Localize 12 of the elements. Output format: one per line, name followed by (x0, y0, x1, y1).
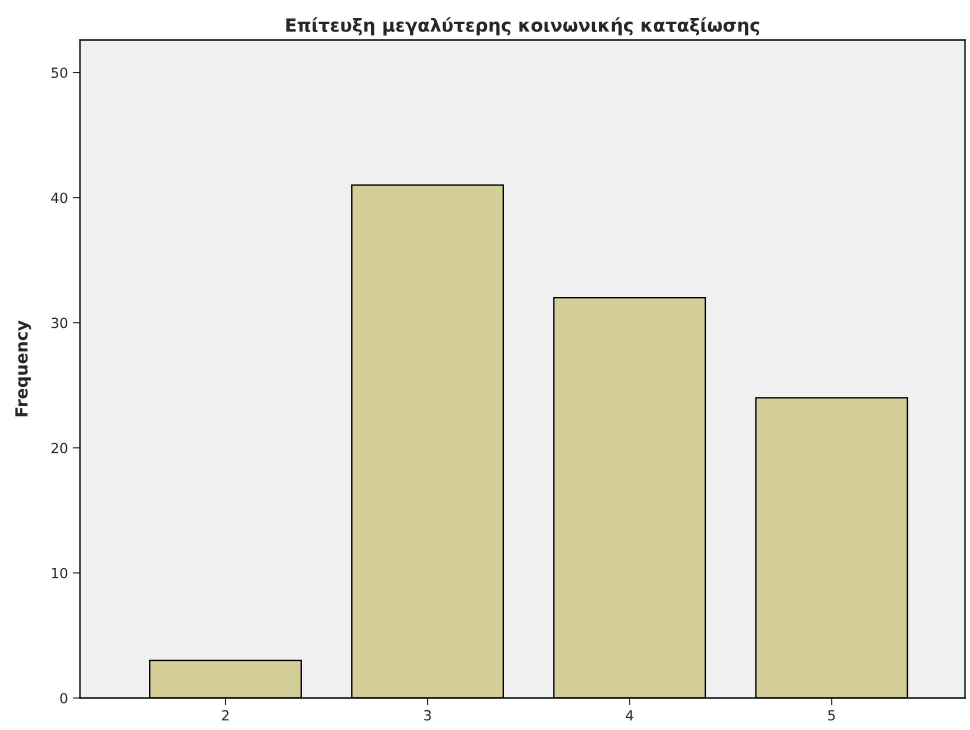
x-tick-label: 4 (626, 710, 634, 720)
x-tick-label: 2 (222, 710, 229, 720)
y-tick-label: 0 (60, 692, 68, 704)
x-tick-label: 3 (424, 710, 431, 721)
y-tick-label: 50 (52, 67, 68, 78)
y-tick-label: 40 (51, 192, 68, 204)
x-tick-label: 5 (828, 710, 835, 721)
y-tick-label: 30 (52, 318, 68, 328)
y-tick-label: 20 (52, 442, 68, 454)
y-tick-label: 10 (52, 568, 68, 578)
y-axis-title: Frequency (15, 320, 32, 416)
chart-title: Επίτευξη μεγαλύτερης κοινωνικής καταξίωσης (286, 17, 760, 36)
